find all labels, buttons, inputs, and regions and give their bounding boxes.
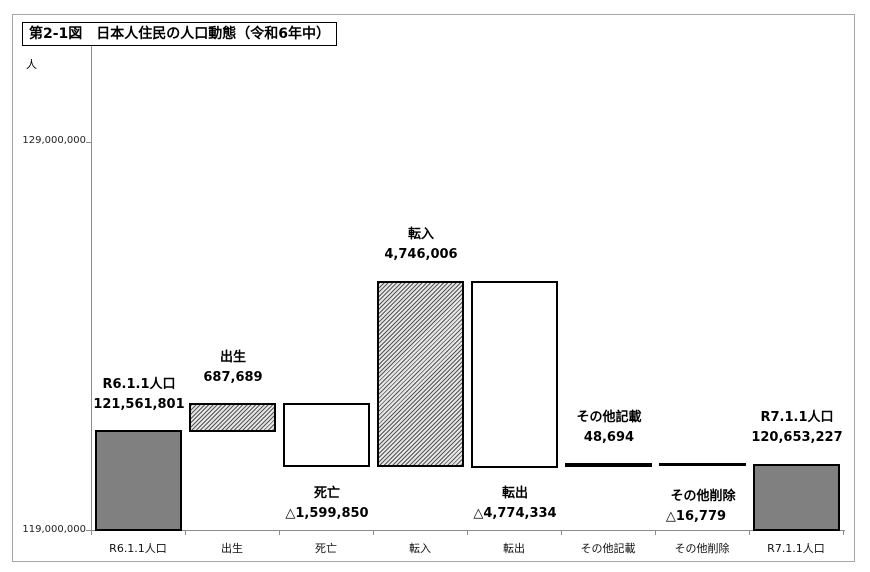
x-category-label: 転出	[503, 542, 525, 555]
bar-other-deletions	[659, 463, 746, 466]
data-label-value: △16,779	[665, 509, 727, 524]
data-label-category: R6.1.1人口	[102, 377, 176, 392]
data-label-value: △4,774,334	[473, 506, 557, 521]
y-axis-line	[91, 46, 92, 531]
bar-r6-population	[95, 430, 182, 531]
bar-births	[189, 403, 276, 432]
data-label-category: 出生	[219, 350, 246, 365]
x-tick	[655, 530, 656, 535]
data-label-value: 121,561,801	[93, 397, 185, 412]
y-tick	[86, 530, 91, 531]
bar-other-records	[565, 463, 652, 467]
x-tick	[467, 530, 468, 535]
x-category-label: R6.1.1人口	[109, 542, 167, 555]
x-category-label: 死亡	[315, 542, 337, 555]
x-category-label: 出生	[221, 542, 243, 555]
data-label-category: R7.1.1人口	[760, 410, 834, 425]
bar-transfers-in	[377, 281, 464, 467]
y-tick	[86, 142, 91, 143]
x-tick	[91, 530, 92, 535]
y-tick-label: 129,000,000	[22, 135, 86, 146]
x-category-label: R7.1.1人口	[767, 542, 825, 555]
y-tick-label: 119,000,000	[22, 524, 86, 535]
y-axis-unit-label: 人	[26, 58, 37, 71]
data-label-category: 転出	[501, 486, 528, 501]
bar-transfers-out	[471, 281, 558, 468]
data-label-category: 転入	[407, 227, 434, 242]
data-label-category: その他記載	[576, 410, 642, 425]
data-label-value: 48,694	[583, 430, 635, 445]
data-label-category: 死亡	[313, 486, 340, 501]
x-tick	[561, 530, 562, 535]
x-tick	[279, 530, 280, 535]
chart-title: 第2-1図 日本人住民の人口動態（令和6年中）	[22, 22, 338, 46]
data-label-category: その他削除	[670, 489, 736, 504]
x-tick	[185, 530, 186, 535]
data-label-value: 120,653,227	[751, 430, 843, 445]
x-category-label: その他削除	[674, 542, 730, 555]
x-tick	[843, 530, 844, 535]
data-label-value: 687,689	[203, 370, 263, 385]
x-category-label: 転入	[409, 542, 431, 555]
x-tick	[373, 530, 374, 535]
x-category-label: その他記載	[580, 542, 636, 555]
data-label-value: 4,746,006	[384, 247, 458, 262]
x-axis-line	[91, 530, 845, 531]
bar-deaths	[283, 403, 370, 467]
data-label-value: △1,599,850	[285, 506, 369, 521]
x-tick	[749, 530, 750, 535]
bar-r7-population	[753, 464, 840, 531]
